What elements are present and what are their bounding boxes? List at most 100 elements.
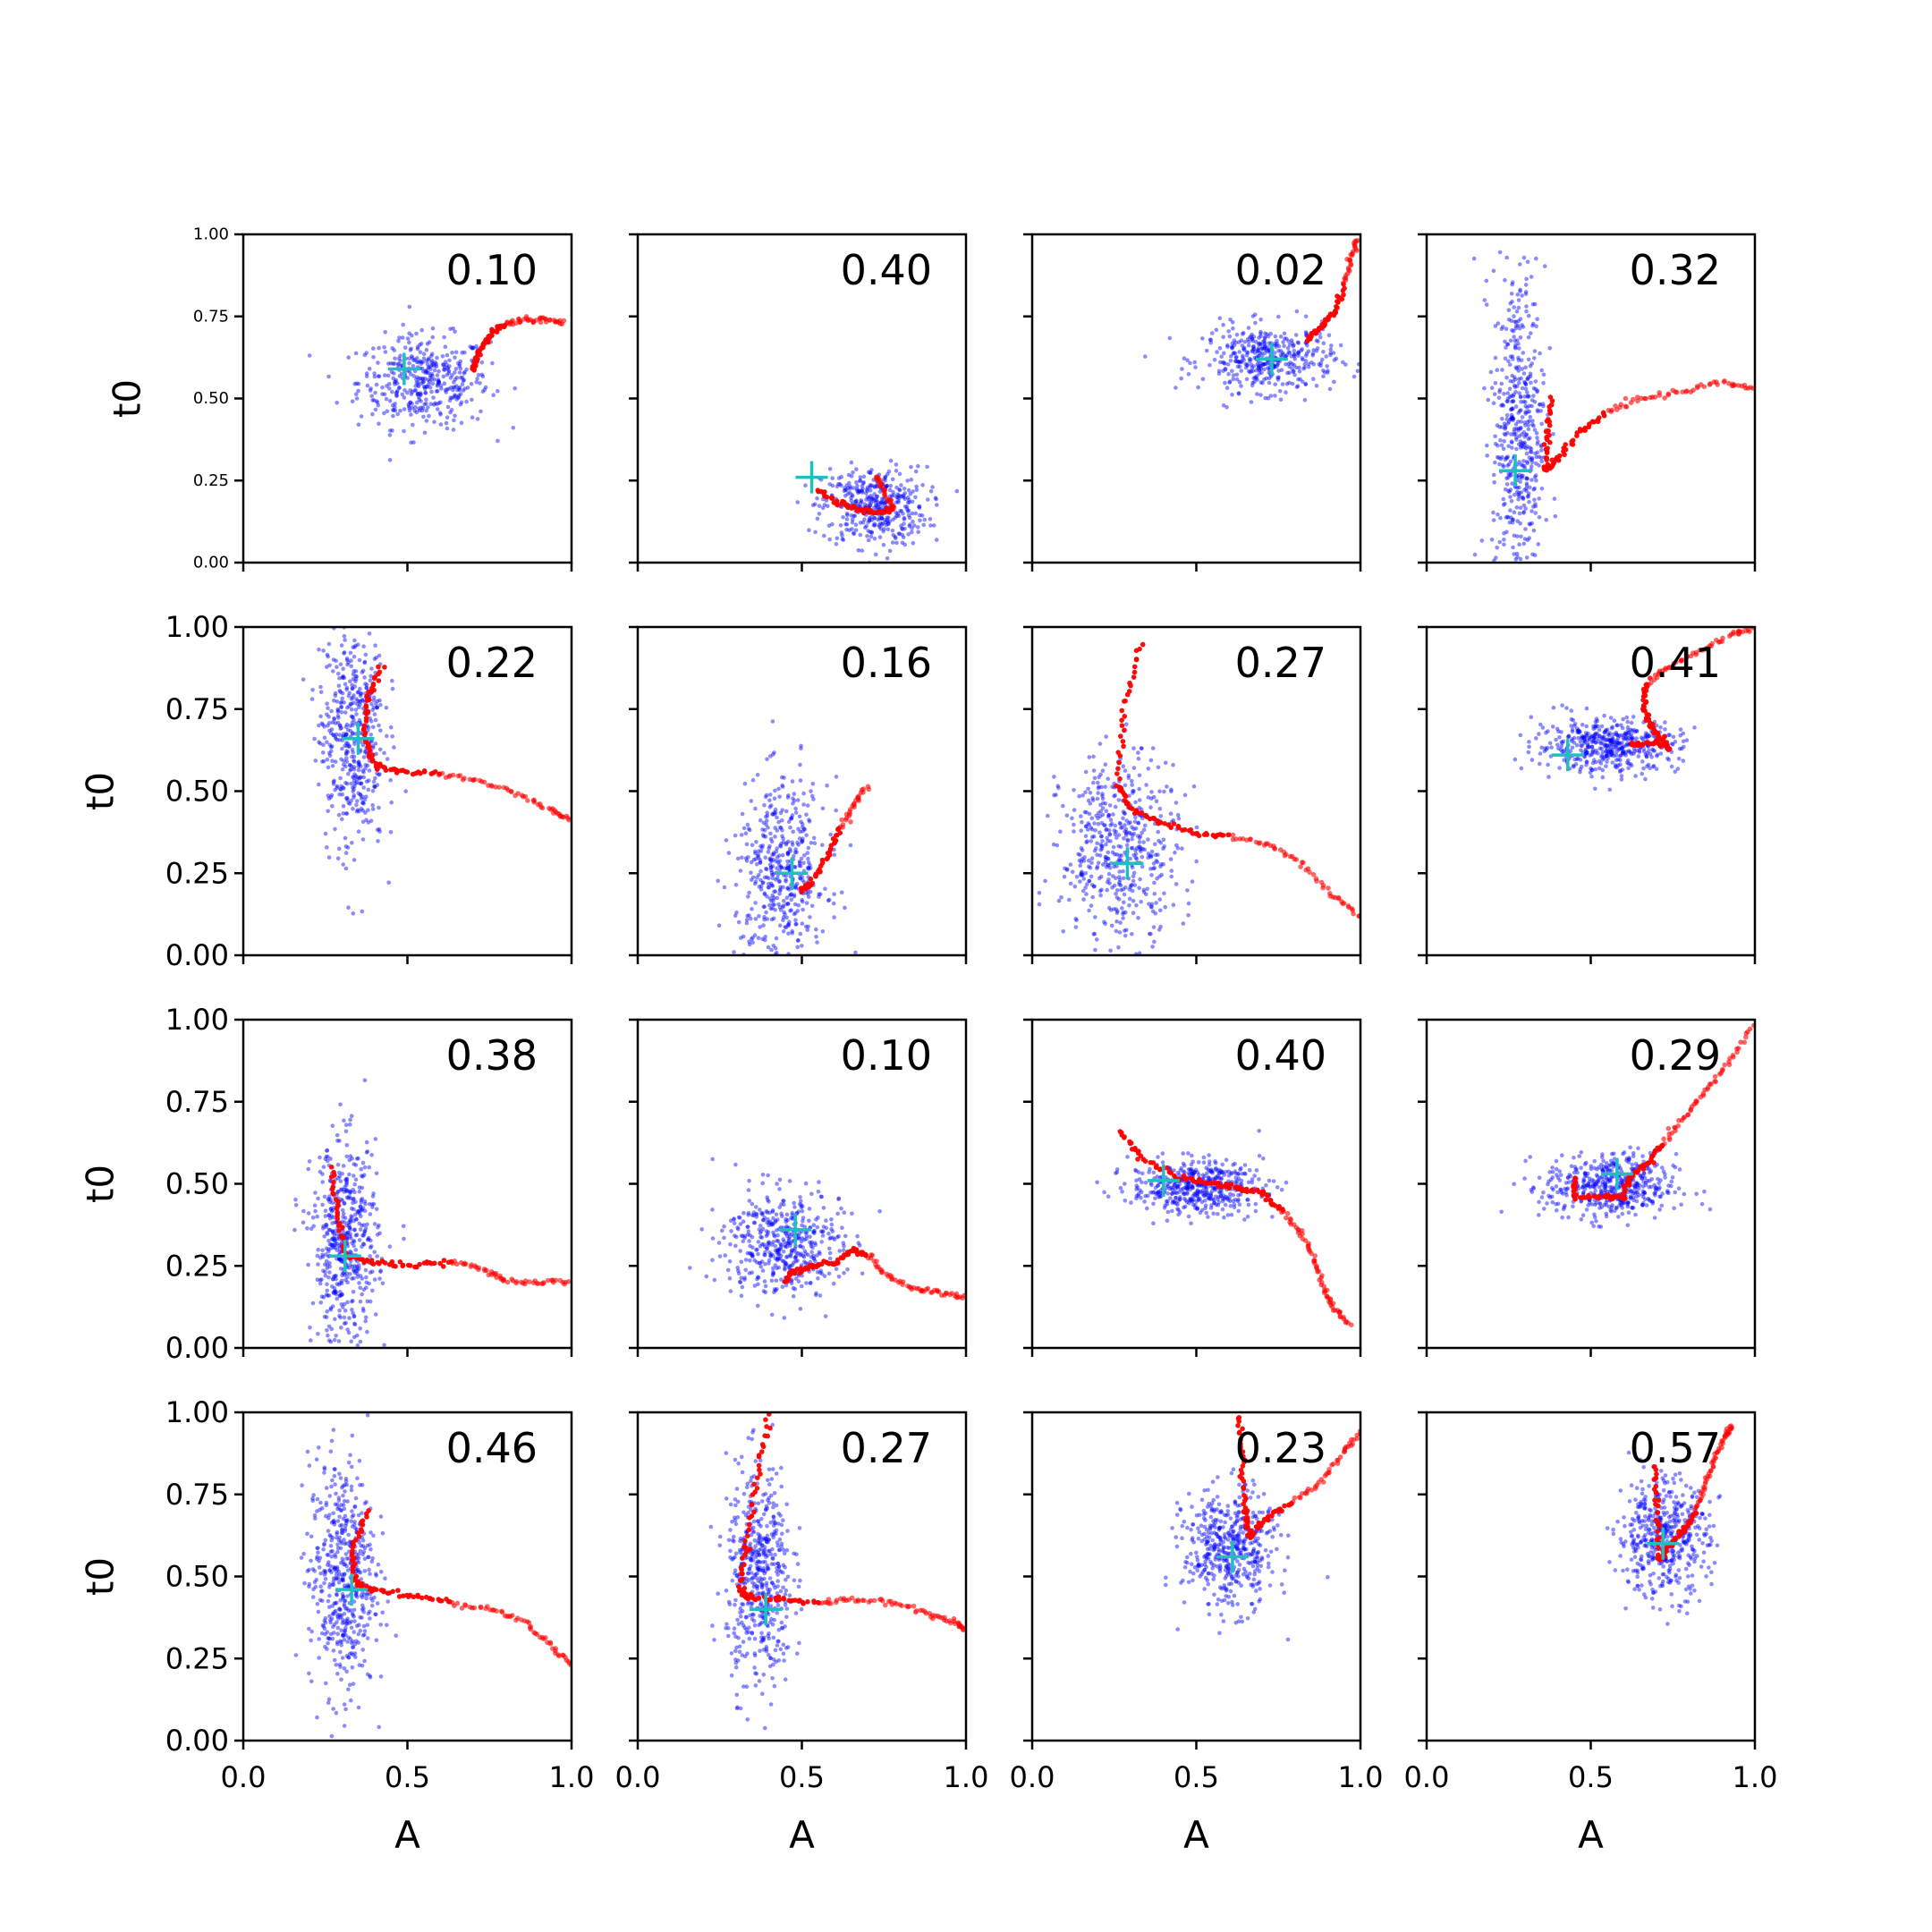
sample-point xyxy=(306,1211,311,1216)
sample-point xyxy=(744,918,750,922)
sample-point xyxy=(1291,369,1296,375)
sample-point xyxy=(791,801,795,806)
sample-point xyxy=(739,833,744,837)
sample-point xyxy=(1532,400,1538,404)
sample-point xyxy=(1261,362,1266,368)
sample-point xyxy=(1579,743,1583,748)
sample-point xyxy=(753,917,758,921)
sample-point xyxy=(407,403,411,409)
sample-point xyxy=(756,936,761,940)
sample-point xyxy=(1254,374,1259,378)
sample-point xyxy=(1530,457,1535,462)
sample-point xyxy=(482,387,487,393)
sample-point xyxy=(329,1209,335,1214)
sample-point xyxy=(1152,939,1157,945)
sample-point xyxy=(340,1208,345,1213)
sample-point xyxy=(760,936,765,942)
sample-point xyxy=(1285,370,1290,376)
sample-point xyxy=(1667,733,1672,737)
sample-point xyxy=(1302,362,1308,367)
sample-point xyxy=(422,430,428,436)
sample-point xyxy=(352,758,356,763)
sample-point xyxy=(907,523,912,529)
sample-point xyxy=(315,1253,320,1258)
sample-point xyxy=(1617,741,1622,746)
trace-point xyxy=(1320,885,1326,891)
sample-point xyxy=(1629,732,1634,737)
sample-point xyxy=(1521,399,1526,404)
sample-point xyxy=(1258,351,1262,356)
sample-point xyxy=(884,522,889,528)
sample-point xyxy=(1328,351,1333,355)
sample-point xyxy=(1108,818,1114,822)
sample-point xyxy=(817,892,821,896)
sample-point xyxy=(321,648,326,653)
sample-point xyxy=(847,528,852,533)
sample-point xyxy=(1154,859,1158,863)
sample-point xyxy=(1230,320,1235,325)
trace-point xyxy=(1347,257,1352,263)
sample-point xyxy=(1580,733,1584,739)
sample-point xyxy=(1155,860,1160,864)
sample-point xyxy=(364,1285,369,1290)
sample-point xyxy=(1292,357,1297,361)
sample-point xyxy=(1619,777,1624,782)
trace-point xyxy=(1674,389,1680,395)
sample-point xyxy=(1104,855,1108,860)
sample-point xyxy=(1292,352,1297,357)
sample-point xyxy=(1571,718,1576,723)
sample-point xyxy=(1532,497,1537,503)
sample-point xyxy=(1585,759,1589,765)
sample-point xyxy=(890,477,895,482)
sample-point xyxy=(331,782,336,786)
sample-point xyxy=(332,1285,337,1291)
sample-point xyxy=(1501,403,1506,408)
sample-point xyxy=(370,803,376,808)
sample-point xyxy=(426,377,430,383)
sample-point xyxy=(1098,772,1103,777)
sample-point xyxy=(917,504,921,509)
sample-point xyxy=(332,1238,337,1243)
sample-point xyxy=(842,488,847,494)
sample-point xyxy=(826,504,830,508)
sample-point xyxy=(1110,874,1115,878)
sample-point xyxy=(385,384,389,388)
sample-point xyxy=(1614,723,1620,727)
sample-point xyxy=(354,697,359,701)
sample-point xyxy=(1221,402,1226,408)
sample-point xyxy=(1623,736,1629,741)
trace xyxy=(815,474,897,516)
sample-point xyxy=(1091,834,1097,839)
sample-point xyxy=(1267,380,1272,386)
sample-point xyxy=(352,1314,357,1318)
trace-point xyxy=(1715,382,1720,387)
sample-point xyxy=(762,891,767,895)
sample-point xyxy=(383,350,388,354)
sample-point xyxy=(1235,360,1241,364)
sample-point xyxy=(1510,416,1514,421)
sample-point xyxy=(355,1343,360,1348)
sample-point xyxy=(853,499,858,504)
sample-point xyxy=(398,408,402,413)
sample-point xyxy=(1292,343,1296,348)
sample-point xyxy=(351,732,355,736)
sample-point xyxy=(1517,391,1521,395)
trace-point xyxy=(404,769,411,775)
sample-point xyxy=(1560,703,1564,708)
sample-point xyxy=(747,939,751,945)
sample-point xyxy=(1124,818,1129,823)
sample-point xyxy=(426,358,431,362)
sample-point xyxy=(1275,375,1280,380)
sample-point xyxy=(371,705,377,710)
sample-point xyxy=(1135,834,1140,838)
sample-point xyxy=(1593,759,1598,765)
sample-point xyxy=(809,841,814,845)
sample-point xyxy=(780,784,785,789)
trace-point xyxy=(885,498,891,504)
sample-point xyxy=(776,786,781,792)
sample-point xyxy=(1180,846,1184,851)
sample-point xyxy=(750,979,754,984)
sample-point xyxy=(813,502,818,506)
sample-point xyxy=(1275,361,1281,366)
sample-point xyxy=(340,691,345,696)
